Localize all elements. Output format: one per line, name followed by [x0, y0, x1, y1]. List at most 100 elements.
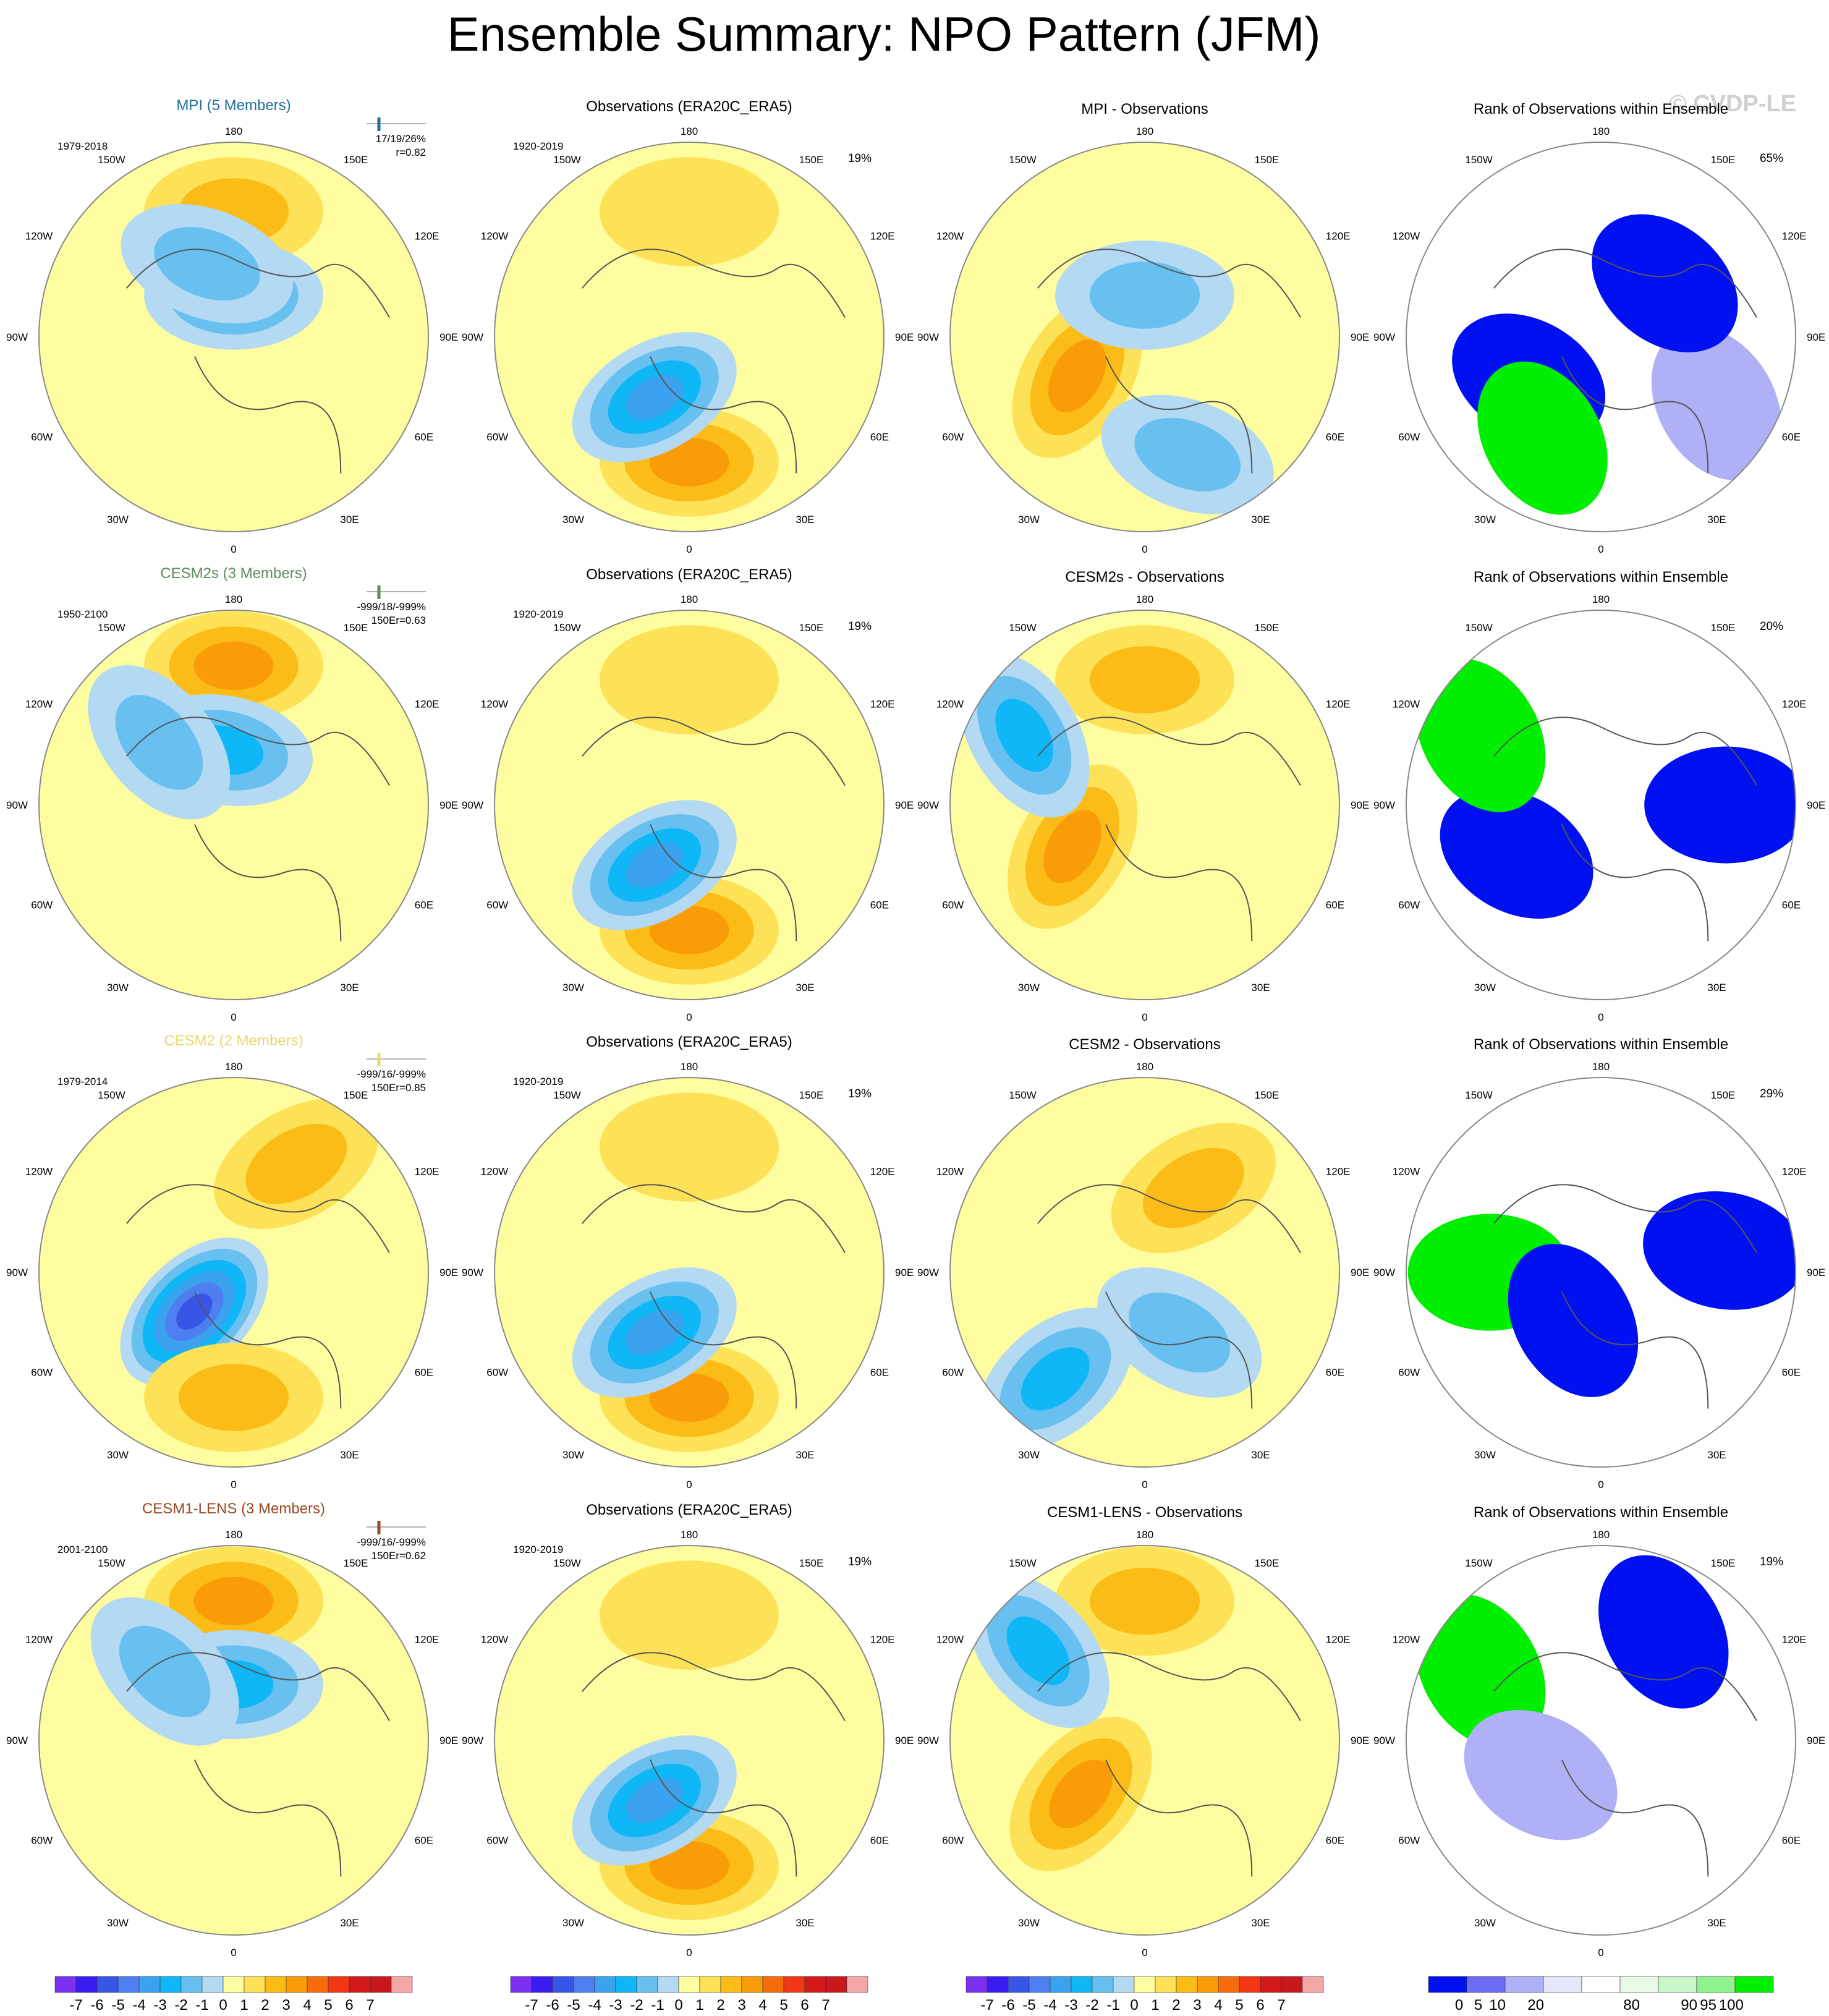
- lon-labels: 180 0 150W 150E 120W 120E 90W 90E 60W 60E 30W 30E: [917, 593, 1369, 1023]
- colorbar-segment: [328, 1976, 350, 1993]
- lon-label: 90E: [1807, 1735, 1825, 1746]
- lon-label: 120W: [25, 699, 53, 710]
- map-panel-r2-c2: 180 0 150W 150E 120W 120E 90W 90E 60W 60E 30W 30E: [462, 593, 914, 1023]
- rank-region: [1598, 1555, 1729, 1709]
- lon-labels: 180 0 150W 150E 120W 120E 90W 90E 60W 60E 30W 30E: [6, 593, 458, 1023]
- colorbar-tick: 100: [1719, 1997, 1744, 2014]
- colorbar-tick: 5: [1235, 1997, 1243, 2014]
- lon-label: 90W: [1373, 331, 1395, 343]
- colorbar-segment: [965, 1976, 988, 1993]
- lon-label: 30E: [796, 514, 814, 525]
- colorbar-tick: 5: [324, 1997, 332, 2014]
- colorbar-segment: [286, 1976, 308, 1993]
- lon-label: 60E: [1782, 1835, 1801, 1847]
- lon-label: 60W: [942, 1835, 964, 1847]
- diff-title: CESM2s - Observations: [1065, 569, 1224, 585]
- model-stats: -999/18/-999%: [357, 601, 426, 613]
- map-field: [121, 157, 390, 474]
- map-panel-r4-c2: 180 0 150W 150E 120W 120E 90W 90E 60W 60E 30W 30E: [462, 1529, 914, 1959]
- lon-label: 150E: [344, 622, 368, 634]
- colorbar-tick: 10: [1489, 1997, 1506, 2014]
- lon-label: 90E: [1351, 1267, 1369, 1278]
- colorbar-tick: 5: [1474, 1997, 1482, 2014]
- colorbar-segment: [349, 1976, 371, 1993]
- lon-label: 150E: [1255, 1089, 1279, 1101]
- lon-label: 60E: [870, 1835, 889, 1847]
- lon-label: 90W: [917, 799, 939, 811]
- coastlines: [1037, 1184, 1301, 1409]
- lon-label: 180: [681, 593, 698, 605]
- lon-label: 60E: [1782, 1367, 1801, 1379]
- map-panel-r2-c1: 180 0 150W 150E 120W 120E 90W 90E 60W 60E 30W 30E: [6, 593, 458, 1023]
- lon-label: 60E: [1326, 900, 1344, 911]
- lon-label: 60E: [415, 900, 433, 911]
- coastlines: [125, 1652, 390, 1877]
- colorbar-segment: [1281, 1976, 1303, 1993]
- lon-label: 120E: [415, 231, 439, 242]
- colorbar-segment: [1302, 1976, 1324, 1993]
- colorbar-segment: [159, 1976, 182, 1993]
- lon-labels: 180 0 150W 150E 120W 120E 90W 90E 60W 60E 30W 30E: [6, 1061, 458, 1491]
- colorbar-tick: -1: [195, 1997, 208, 2014]
- colorbar-segment: [96, 1976, 119, 1993]
- map-border: [38, 610, 429, 1000]
- contour-level: [626, 374, 684, 420]
- colorbar-segment: [1218, 1976, 1240, 1993]
- lon-label: 90W: [462, 1267, 483, 1278]
- colorbar-segment: [265, 1976, 287, 1993]
- model-corr: r=0.82: [396, 147, 426, 158]
- lon-label: 60E: [415, 1367, 433, 1379]
- lon-label: 120W: [25, 231, 53, 242]
- model-stats: 17/19/26%: [376, 133, 426, 145]
- lon-label: 60W: [486, 1367, 508, 1379]
- colorbar-tick: -3: [153, 1997, 166, 2014]
- lon-label: 30W: [1018, 1917, 1040, 1929]
- map-border: [38, 1545, 429, 1936]
- lon-label: 60W: [486, 900, 508, 911]
- lon-label: 60W: [31, 1835, 53, 1847]
- lon-label: 60W: [31, 1367, 53, 1379]
- lon-label: 120W: [481, 1166, 508, 1178]
- colorbar-segment: [244, 1976, 266, 1993]
- colorbar-tick: -5: [111, 1997, 124, 2014]
- coastlines: [1037, 717, 1301, 942]
- lon-label: 60W: [1398, 1835, 1420, 1847]
- colorbar-tick: -7: [69, 1997, 82, 2014]
- lon-label: 120W: [1393, 699, 1420, 710]
- lon-label: 180: [681, 1529, 698, 1541]
- row-2-annotations: CESM2s (3 Members) 1950-2100 -999/18/-999%…: [57, 565, 1783, 633]
- colorbar-segment: [1008, 1976, 1030, 1993]
- rank-region: [1440, 788, 1593, 919]
- lon-label: 0: [686, 1947, 692, 1959]
- colorbar-tick: 7: [1277, 1997, 1285, 2014]
- map-panel-r1-c1: 180 0 150W 150E 120W 120E 90W 90E 60W 60E 30W 30E: [6, 125, 458, 555]
- colorbar-segment: [180, 1976, 203, 1993]
- obs-title: Observations (ERA20C_ERA5): [586, 98, 792, 115]
- lon-label: 30E: [340, 1917, 359, 1929]
- rank-region: [1592, 214, 1738, 352]
- lon-label: 0: [1598, 1479, 1603, 1491]
- colorbar-segment: [1050, 1976, 1072, 1993]
- map-field: [572, 1092, 846, 1452]
- colorbar-tick: 0: [1130, 1997, 1138, 2014]
- map-field: [967, 1546, 1301, 1877]
- lon-label: 150W: [1009, 154, 1036, 166]
- rank-region: [1508, 1244, 1639, 1397]
- lon-label: 60W: [31, 900, 53, 911]
- colorbar-tick: -3: [1064, 1997, 1077, 2014]
- contour-level: [626, 842, 684, 888]
- lon-labels: 180 0 150W 150E 120W 120E 90W 90E 60W 60E 30W 30E: [1373, 1061, 1825, 1491]
- obs-title: Observations (ERA20C_ERA5): [586, 566, 792, 583]
- colorbar-tick: 0: [219, 1997, 227, 2014]
- colorbar-segment: [846, 1976, 868, 1993]
- model-stats: -999/16/-999%: [357, 1536, 426, 1548]
- colorbar-segment: [741, 1976, 763, 1993]
- rank-pct: 65%: [1760, 152, 1783, 165]
- colorbar-segment: [370, 1976, 392, 1993]
- rank-region: [1651, 327, 1782, 480]
- lon-label: 150E: [344, 1557, 368, 1569]
- map-border: [1406, 610, 1796, 1000]
